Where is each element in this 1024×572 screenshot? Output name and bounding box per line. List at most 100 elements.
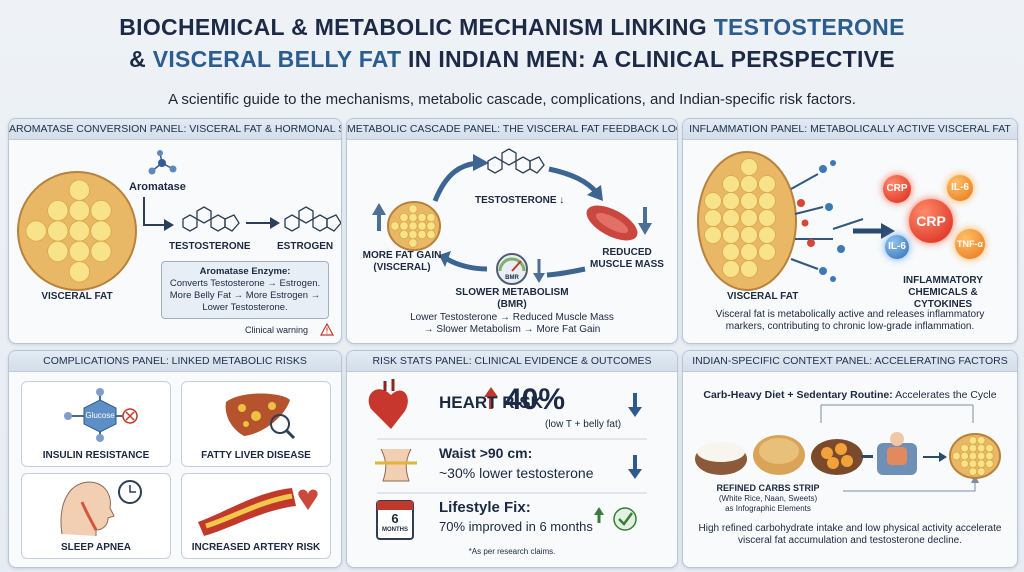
decoration [759, 438, 799, 464]
decoration [83, 399, 117, 433]
complication-card: SLEEP APNEA [21, 473, 171, 559]
strip-caption: (White Rice, Naan, Sweets) as Infographi… [693, 494, 843, 514]
decoration [90, 199, 112, 222]
decoration [821, 447, 833, 459]
decoration [243, 421, 249, 427]
decoration [284, 214, 300, 232]
decoration [224, 214, 240, 232]
decoration [830, 276, 836, 282]
subtitle: A scientific guide to the mechanisms, me… [168, 91, 856, 108]
decoration [417, 229, 427, 240]
liver-icon [225, 393, 296, 440]
decoration [511, 260, 522, 272]
decoration [758, 243, 776, 261]
decoration [887, 447, 907, 465]
decoration [408, 204, 418, 214]
panel-indian-context: INDIAN-SPECIFIC CONTEXT PANEL: ACCELERAT… [682, 350, 1018, 568]
decoration [976, 436, 986, 445]
artery-icon [198, 488, 318, 536]
decoration [952, 451, 961, 461]
label: INCREASED ARTERY RISK [191, 542, 321, 553]
decoration [976, 451, 986, 461]
calendar-label: MONTHS [382, 527, 408, 533]
stat-note: (low T + belly fat) [545, 419, 622, 430]
panel-cascade: METABOLIC CASCADE PANEL: THE VISCERAL FA… [346, 118, 678, 344]
decoration [182, 214, 198, 232]
decoration [390, 221, 400, 231]
decoration [298, 489, 318, 510]
strip-line: (White Rice, Naan, Sweets) [718, 494, 818, 503]
decoration [268, 402, 276, 410]
decoration [976, 467, 986, 476]
complication-card: Glucose INSULIN RESISTANCE [21, 381, 171, 467]
complication-card: INCREASED ARTERY RISK [181, 473, 331, 559]
decoration [125, 411, 135, 421]
decoration [697, 442, 745, 462]
decoration [408, 212, 418, 223]
decoration [326, 214, 341, 232]
box-line: More Belly Fat → More Estrogen → [169, 290, 321, 301]
stat-value: 70% improved in 6 months [439, 519, 593, 534]
strip-line: as Infographic Elements [725, 504, 811, 513]
decoration [380, 448, 412, 482]
decoration [68, 240, 91, 263]
decoration [205, 493, 293, 529]
glucose-label: Glucose [85, 411, 115, 420]
decoration [68, 261, 91, 283]
label: INSULIN RESISTANCE [42, 450, 150, 461]
decoration [819, 165, 827, 173]
title-part: IN INDIAN MEN: A CLINICAL PERSPECTIVE [408, 46, 895, 72]
label: SLEEP APNEA [60, 542, 132, 553]
label: INFLAMMATORY CHEMICALS & CYTOKINES [903, 275, 983, 310]
label: TESTOSTERONE ↓ [475, 195, 565, 206]
decoration [399, 212, 409, 223]
decoration [820, 404, 974, 423]
panel-complications: COMPLICATIONS PANEL: LINKED METABOLIC RI… [8, 350, 342, 568]
marker: CRP [883, 175, 911, 203]
stat-value: 40% [505, 383, 566, 416]
fat-illustration [949, 433, 1001, 479]
calendar-number: 6 [391, 511, 399, 526]
decoration [790, 258, 819, 270]
panel-title: METABOLIC CASCADE PANEL: THE VISCERAL FA… [347, 119, 677, 140]
headline-rest: Accelerates the Cycle [895, 389, 997, 401]
decoration [976, 459, 986, 469]
decoration [533, 273, 545, 283]
food-strip [695, 404, 979, 492]
decoration [399, 229, 409, 240]
decoration [960, 459, 969, 469]
decoration [801, 219, 809, 227]
enzyme-label: Aromatase [129, 181, 186, 193]
warning: Clinical warning [245, 325, 309, 335]
decoration [960, 443, 969, 453]
title-part: VISCERAL BELLY FAT [152, 46, 402, 72]
decoration [25, 220, 47, 242]
decoration [704, 226, 722, 244]
decoration [832, 218, 864, 230]
decoration [968, 467, 978, 476]
title-line-2: & VISCERAL BELLY FAT IN INDIAN MEN: A CL… [0, 46, 1024, 73]
decoration [251, 411, 261, 421]
release-arrows [790, 160, 895, 282]
decoration [515, 156, 531, 174]
decoration [638, 223, 652, 235]
panel-title: INFLAMMATION PANEL: METABOLICALLY ACTIVE… [683, 119, 1017, 140]
decoration [835, 443, 847, 455]
marker: TNF-α [955, 229, 985, 259]
decoration: ! [326, 327, 329, 336]
decoration [613, 507, 637, 531]
label: VISCERAL FAT [41, 291, 113, 302]
decoration [628, 407, 642, 417]
decoration [548, 166, 599, 195]
stat-label: HEART RISK [439, 393, 543, 412]
decoration [821, 443, 853, 469]
loop-arrows [372, 148, 652, 285]
stat-icons [368, 379, 647, 540]
decoration [426, 221, 436, 231]
decoration [417, 221, 427, 231]
decoration [595, 213, 629, 233]
label: ESTROGEN [277, 241, 334, 252]
decoration [819, 267, 827, 275]
decoration [157, 150, 163, 156]
box-title: Aromatase Enzyme: [199, 266, 291, 277]
